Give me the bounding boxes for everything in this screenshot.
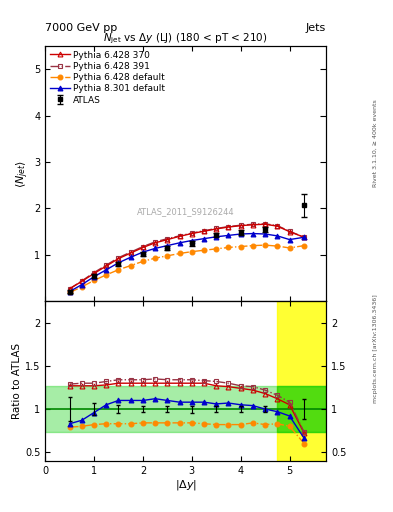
Pythia 6.428 370 [79,278,84,284]
Pythia 6.428 391 [202,228,206,234]
Text: Rivet 3.1.10, ≥ 400k events: Rivet 3.1.10, ≥ 400k events [373,99,378,187]
Pythia 6.428 default [287,245,292,251]
Pythia 6.428 391 [226,224,231,230]
Pythia 8.301 default [116,260,121,266]
Pythia 8.301 default [287,237,292,243]
Pythia 6.428 370 [141,244,145,250]
Pythia 6.428 default [153,255,158,261]
Pythia 6.428 default [202,247,206,253]
Pythia 8.301 default [275,233,280,239]
Pythia 6.428 default [67,289,72,295]
Bar [277,386,326,432]
Pythia 6.428 370 [177,233,182,240]
Pythia 6.428 default [250,243,255,249]
Pythia 8.301 default [153,245,158,251]
Pythia 6.428 370 [226,224,231,230]
Pythia 8.301 default [129,254,133,260]
Pythia 6.428 370 [92,270,96,276]
Pythia 6.428 default [141,259,145,265]
Pythia 6.428 370 [104,263,108,269]
Pythia 6.428 default [263,242,268,248]
Pythia 8.301 default [189,238,194,244]
Pythia 8.301 default [250,230,255,237]
Pythia 8.301 default [302,234,307,240]
Pythia 8.301 default [79,282,84,288]
Pythia 6.428 391 [250,221,255,227]
Pythia 6.428 391 [129,249,133,255]
Text: ATLAS_2011_S9126244: ATLAS_2011_S9126244 [137,207,235,217]
Pythia 6.428 370 [202,228,206,234]
Pythia 6.428 370 [67,286,72,292]
Pythia 6.428 default [165,253,170,259]
Pythia 6.428 370 [275,223,280,229]
Pythia 6.428 default [302,243,307,249]
Line: Pythia 8.301 default: Pythia 8.301 default [67,231,307,294]
Pythia 8.301 default [141,249,145,255]
Pythia 6.428 370 [153,240,158,246]
Pythia 6.428 default [92,278,96,284]
Pythia 8.301 default [104,267,108,273]
Pythia 6.428 391 [263,221,268,227]
Pythia 6.428 391 [177,233,182,239]
Pythia 6.428 370 [129,250,133,256]
Pythia 6.428 default [177,250,182,257]
Pythia 6.428 391 [153,239,158,245]
Pythia 6.428 391 [287,228,292,234]
Pythia 6.428 391 [92,269,96,275]
Legend: Pythia 6.428 370, Pythia 6.428 391, Pythia 6.428 default, Pythia 8.301 default, : Pythia 6.428 370, Pythia 6.428 391, Pyth… [48,49,167,106]
Pythia 6.428 370 [189,230,194,237]
X-axis label: $|\Delta y|$: $|\Delta y|$ [174,478,197,493]
Pythia 6.428 370 [302,234,307,240]
Pythia 6.428 391 [214,225,219,231]
Pythia 6.428 391 [67,286,72,292]
Bar [45,386,326,432]
Pythia 6.428 370 [263,221,268,227]
Pythia 6.428 370 [165,237,170,243]
Bar [277,301,326,461]
Pythia 6.428 391 [141,244,145,250]
Title: $N_\mathrm{jet}$ vs $\Delta y$ (LJ) (180 < pT < 210): $N_\mathrm{jet}$ vs $\Delta y$ (LJ) (180… [103,32,268,46]
Pythia 8.301 default [214,233,219,240]
Pythia 8.301 default [67,288,72,294]
Pythia 8.301 default [177,240,182,246]
Line: Pythia 6.428 391: Pythia 6.428 391 [67,221,307,291]
Pythia 6.428 default [226,244,231,250]
Text: 7000 GeV pp: 7000 GeV pp [45,23,118,33]
Pythia 8.301 default [165,243,170,249]
Pythia 6.428 391 [275,223,280,229]
Pythia 6.428 default [214,246,219,252]
Pythia 8.301 default [202,236,206,242]
Line: Pythia 6.428 370: Pythia 6.428 370 [67,222,307,291]
Pythia 6.428 370 [214,226,219,232]
Text: Jets: Jets [306,23,326,33]
Pythia 6.428 391 [238,222,243,228]
Pythia 8.301 default [226,232,231,239]
Pythia 6.428 391 [302,234,307,240]
Pythia 6.428 391 [104,262,108,268]
Pythia 6.428 default [79,284,84,290]
Y-axis label: $\langle N_{jet}\rangle$: $\langle N_{jet}\rangle$ [15,160,31,188]
Pythia 8.301 default [263,231,268,237]
Pythia 6.428 391 [79,278,84,284]
Pythia 6.428 370 [116,255,121,262]
Pythia 6.428 370 [250,222,255,228]
Text: mcplots.cern.ch [arXiv:1306.3436]: mcplots.cern.ch [arXiv:1306.3436] [373,294,378,402]
Pythia 6.428 default [189,248,194,254]
Pythia 6.428 391 [189,230,194,236]
Pythia 6.428 391 [165,236,170,242]
Pythia 6.428 default [275,243,280,249]
Line: Pythia 6.428 default: Pythia 6.428 default [67,243,307,295]
Pythia 6.428 default [238,244,243,250]
Y-axis label: Ratio to ATLAS: Ratio to ATLAS [12,343,22,419]
Pythia 6.428 370 [238,223,243,229]
Pythia 8.301 default [238,231,243,237]
Pythia 6.428 370 [287,229,292,235]
Pythia 6.428 default [116,267,121,273]
Pythia 6.428 default [104,272,108,278]
Pythia 8.301 default [92,273,96,280]
Pythia 6.428 391 [116,254,121,261]
Pythia 6.428 default [129,263,133,269]
